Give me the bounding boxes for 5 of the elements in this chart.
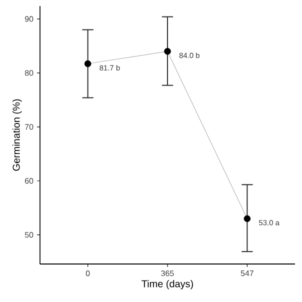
y-axis-title: Germination (%): [12, 99, 22, 171]
point: [164, 48, 171, 55]
point: [244, 215, 251, 222]
x-axis-title: Time (days): [142, 280, 193, 290]
point: [84, 60, 92, 68]
